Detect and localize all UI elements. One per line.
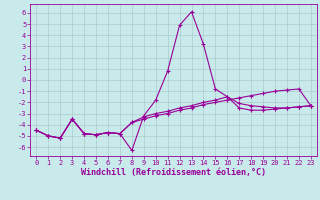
X-axis label: Windchill (Refroidissement éolien,°C): Windchill (Refroidissement éolien,°C): [81, 168, 266, 177]
